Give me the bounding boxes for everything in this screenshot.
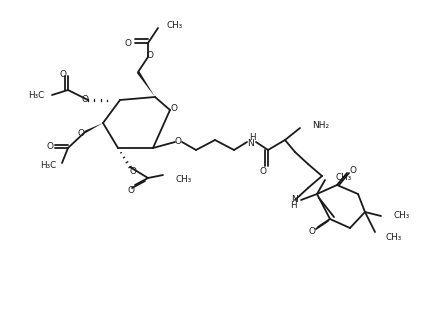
Text: CH₃: CH₃: [175, 174, 191, 183]
Text: O: O: [174, 137, 181, 145]
Text: O: O: [129, 166, 136, 175]
Text: CH₃: CH₃: [393, 212, 409, 221]
Text: O: O: [46, 141, 53, 151]
Text: N: N: [246, 139, 253, 148]
Text: O: O: [146, 50, 153, 59]
Text: NH₂: NH₂: [312, 120, 329, 130]
Text: O: O: [128, 185, 135, 194]
Text: CH₃: CH₃: [385, 234, 401, 243]
Text: CH₃: CH₃: [335, 172, 351, 182]
Text: N: N: [291, 195, 298, 204]
Text: CH₃: CH₃: [166, 20, 182, 29]
Text: O: O: [309, 226, 316, 235]
Text: O: O: [81, 95, 89, 103]
Text: O: O: [59, 69, 66, 78]
Text: H: H: [249, 132, 255, 141]
Polygon shape: [84, 123, 103, 133]
Text: O: O: [170, 103, 177, 112]
Text: H: H: [290, 202, 296, 211]
Text: H₃C: H₃C: [28, 90, 44, 99]
Text: O: O: [260, 166, 267, 175]
Text: O: O: [125, 38, 132, 47]
Polygon shape: [137, 71, 155, 97]
Text: H₃C: H₃C: [40, 161, 56, 170]
Text: O: O: [350, 165, 357, 174]
Text: O: O: [77, 129, 84, 138]
